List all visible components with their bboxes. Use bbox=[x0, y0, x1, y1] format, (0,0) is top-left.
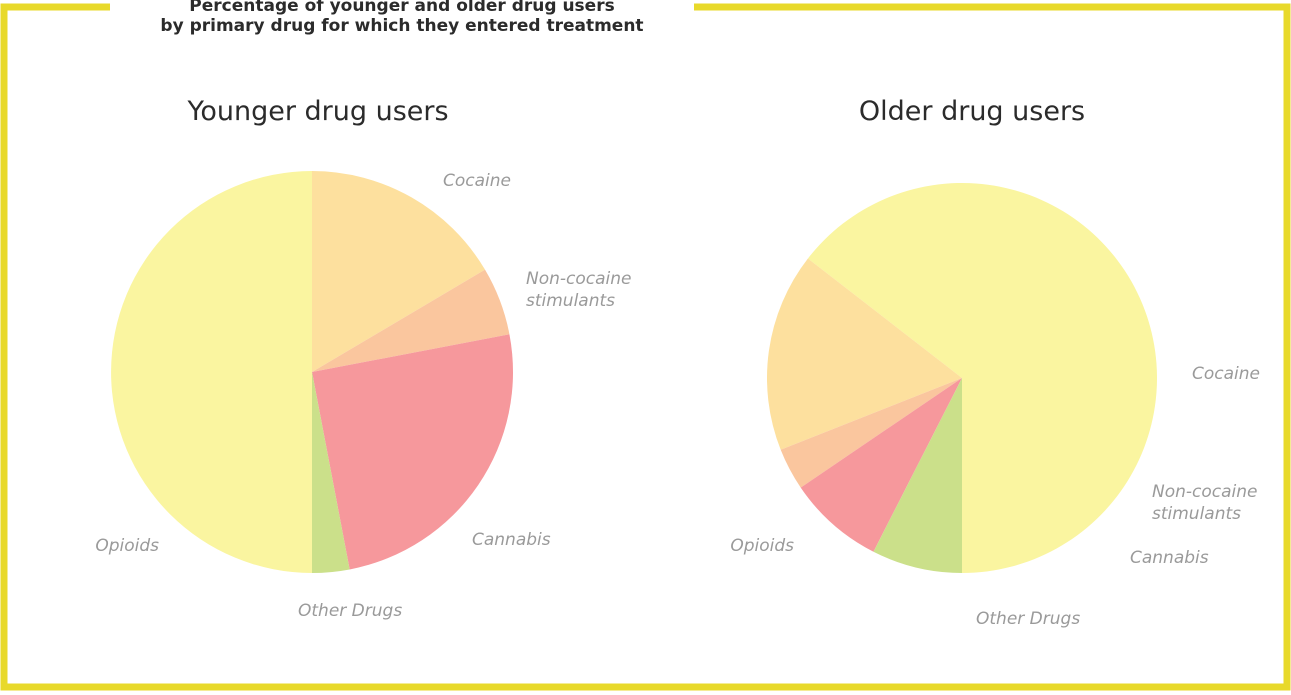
pie-title: Older drug users bbox=[859, 96, 1085, 127]
pie-slice-opioids bbox=[807, 182, 1157, 574]
pie-slice-cannabis bbox=[800, 378, 962, 552]
pie-slice-non-cocaine-stimulants bbox=[312, 269, 510, 372]
slice-label-other-drugs: Other Drugs bbox=[298, 601, 402, 621]
slice-label-opioids: Opioids bbox=[95, 536, 159, 556]
slice-label-non-cocaine-stimulants: Non-cocaine stimulants bbox=[1152, 482, 1258, 524]
pie-slice-cocaine bbox=[312, 171, 486, 372]
page-title-line-1: Percentage of younger and older drug use… bbox=[189, 0, 615, 16]
slice-label-non-cocaine-stimulants: Non-cocaine stimulants bbox=[526, 269, 632, 311]
slice-label-cocaine: Cocaine bbox=[443, 171, 511, 191]
pie-slice-opioids bbox=[111, 171, 312, 573]
pie-slice-cocaine bbox=[766, 258, 962, 450]
page-title-line-2: by primary drug for which they entered t… bbox=[160, 16, 644, 36]
pie-slice-cannabis bbox=[312, 334, 513, 570]
pie-chart-1: Younger drug users Cocaine Non-cocaine stim… bbox=[95, 96, 631, 621]
pie-slice-other-drugs bbox=[312, 372, 350, 573]
slice-label-opioids: Opioids bbox=[730, 536, 794, 556]
slice-label-cannabis: Cannabis bbox=[472, 530, 551, 550]
pie-chart-2: Older drug users Opioids Cocaine Non-cocain… bbox=[730, 96, 1260, 629]
slice-label-cannabis: Cannabis bbox=[1130, 548, 1209, 568]
slice-label-cocaine: Cocaine bbox=[1192, 364, 1260, 384]
frame-border-line bbox=[0, 3, 1291, 691]
pie-slice-non-cocaine-stimulants bbox=[780, 378, 962, 488]
slice-label-other-drugs: Other Drugs bbox=[976, 609, 1080, 629]
pie-title: Younger drug users bbox=[186, 96, 448, 127]
page-title: Percentage of younger and older drug use… bbox=[110, 0, 694, 36]
pie-slice-other-drugs bbox=[873, 378, 962, 573]
